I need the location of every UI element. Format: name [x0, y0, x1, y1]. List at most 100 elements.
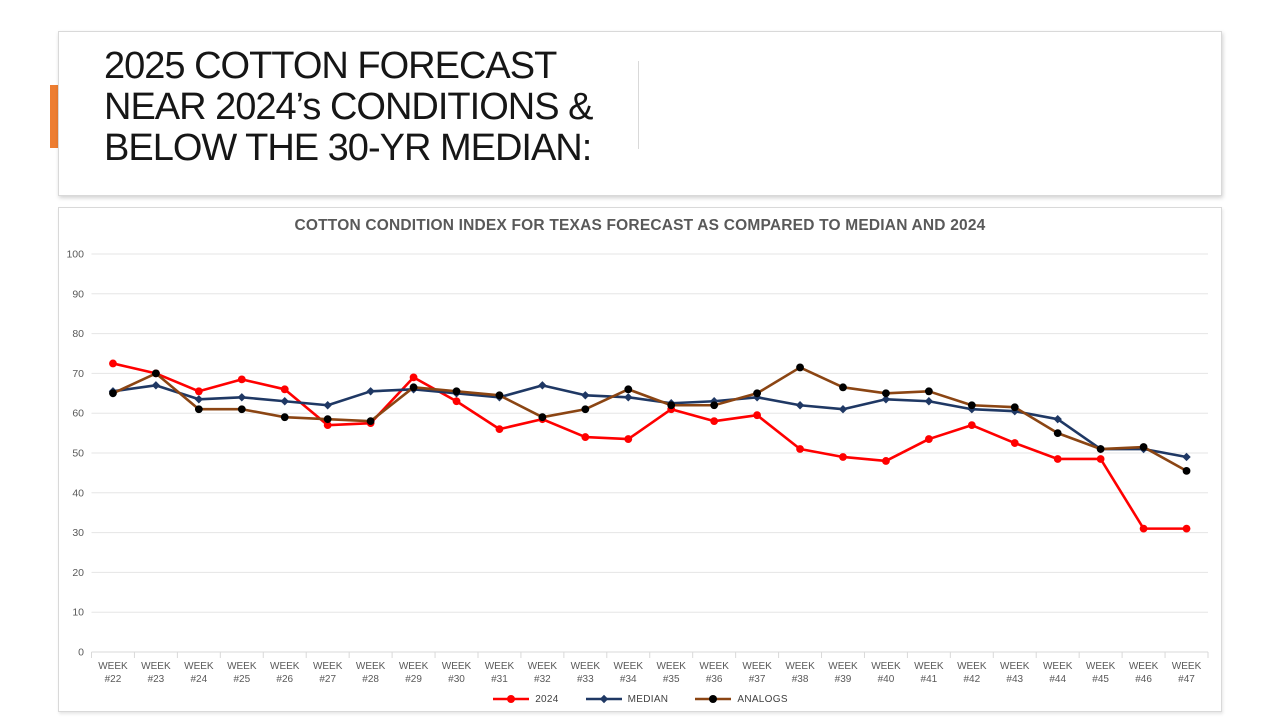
- data-point-marker: [796, 363, 804, 372]
- data-point-marker: [495, 391, 504, 400]
- data-point-marker: [924, 397, 934, 406]
- series-2024: [109, 359, 1191, 533]
- data-point-marker: [323, 415, 332, 424]
- data-point-marker: [581, 433, 590, 441]
- data-point-marker: [1096, 445, 1105, 453]
- data-point-marker: [280, 397, 289, 406]
- slide-title: 2025 COTTON FORECAST NEAR 2024’s CONDITIO…: [104, 46, 664, 169]
- data-point-marker: [194, 405, 203, 414]
- data-point-marker: [795, 401, 805, 410]
- x-axis-category-label: WEEK #36: [699, 661, 729, 685]
- x-axis-category-label: WEEK #30: [442, 661, 472, 685]
- data-point-marker: [409, 383, 418, 392]
- data-point-marker: [838, 405, 848, 414]
- x-axis-category-label: WEEK #22: [98, 661, 128, 685]
- data-point-marker: [967, 421, 976, 430]
- data-point-marker: [452, 387, 461, 396]
- y-axis-tick-label: 50: [72, 448, 84, 460]
- data-point-marker: [109, 359, 117, 368]
- x-axis-category-label: WEEK #34: [614, 661, 644, 685]
- data-point-marker: [538, 381, 547, 390]
- data-point-marker: [1182, 467, 1191, 475]
- data-point-marker: [1182, 452, 1191, 462]
- data-point-marker: [624, 393, 633, 402]
- y-axis-tick-label: 90: [72, 288, 84, 300]
- data-point-marker: [194, 395, 204, 404]
- data-point-marker: [967, 401, 976, 410]
- y-axis-tick-label: 10: [72, 607, 84, 619]
- legend-label: ANALOGS: [737, 693, 788, 705]
- data-point-marker: [1053, 429, 1062, 437]
- data-point-marker: [1139, 524, 1148, 533]
- data-point-marker: [667, 401, 676, 410]
- y-axis-tick-label: 40: [72, 487, 84, 499]
- data-point-marker: [839, 453, 847, 461]
- x-axis-category-label: WEEK #31: [485, 661, 515, 685]
- x-axis-category-label: WEEK #32: [528, 661, 558, 685]
- x-axis-category-label: WEEK #26: [270, 661, 300, 685]
- data-point-marker: [194, 387, 203, 396]
- cotton-condition-plot: 0 10 20 30 40 50 60 70 80 90 100 WEEK #22 WEEK #23 WEEK…: [66, 249, 1209, 685]
- x-axis-category-label: WEEK #40: [871, 661, 901, 685]
- data-point-marker: [839, 383, 847, 392]
- data-point-marker: [366, 417, 375, 426]
- x-axis-category-label: WEEK #37: [742, 661, 772, 685]
- title-divider: [638, 61, 639, 149]
- y-axis-tick-label: 70: [72, 368, 84, 380]
- data-point-marker: [323, 421, 332, 430]
- legend-item-analogs: ANALOGS: [694, 693, 787, 705]
- legend-item-median: MEDIAN: [585, 693, 669, 705]
- chart-card: COTTON CONDITION INDEX FOR TEXAS FORECAS…: [58, 207, 1222, 712]
- data-point-marker: [495, 425, 504, 434]
- legend-item-2024: 2024: [492, 693, 558, 705]
- slide-title-line-1: 2025 COTTON FORECAST: [104, 45, 557, 87]
- chart-title: COTTON CONDITION INDEX FOR TEXAS FORECAS…: [294, 217, 986, 234]
- data-point-marker: [237, 405, 246, 414]
- y-axis-tick-label: 30: [72, 527, 84, 539]
- x-axis-category-label: WEEK #25: [227, 661, 257, 685]
- x-axis-category-label: WEEK #43: [1000, 661, 1030, 685]
- y-axis-tick-label: 60: [72, 408, 84, 420]
- x-axis-category-label: WEEK #38: [785, 661, 815, 685]
- data-point-marker: [1053, 455, 1062, 463]
- data-point-marker: [924, 387, 933, 396]
- title-card: 2025 COTTON FORECAST NEAR 2024’s CONDITIO…: [58, 31, 1222, 196]
- data-point-marker: [1096, 455, 1105, 463]
- data-point-marker: [753, 389, 762, 398]
- x-axis-category-label: WEEK #46: [1129, 661, 1159, 685]
- y-axis-tick-label: 0: [78, 647, 84, 659]
- data-point-marker: [151, 381, 161, 390]
- data-point-marker: [924, 435, 933, 443]
- x-axis-category-label: WEEK #27: [313, 661, 343, 685]
- data-point-marker: [752, 393, 762, 402]
- data-point-marker: [237, 393, 246, 402]
- data-point-marker: [323, 401, 332, 410]
- y-axis-tick-label: 100: [66, 249, 84, 261]
- data-point-marker: [280, 385, 289, 394]
- data-point-marker: [581, 405, 590, 414]
- chart-legend: 2024 MEDIAN ANALOGS: [59, 693, 1221, 705]
- data-point-marker: [624, 385, 633, 394]
- data-point-marker: [967, 405, 977, 414]
- series-analogs: [109, 363, 1191, 475]
- data-point-marker: [1182, 524, 1191, 533]
- series-analogs-line: [111, 366, 1188, 473]
- data-point-marker: [881, 395, 891, 404]
- x-axis-category-label: WEEK #41: [914, 661, 944, 685]
- y-axis-tick-label: 20: [72, 567, 84, 579]
- legend-label: 2024: [535, 693, 559, 705]
- data-point-marker: [1010, 403, 1019, 412]
- x-axis-category-label: WEEK #42: [957, 661, 987, 685]
- legend-marker-icon: [493, 695, 530, 703]
- data-point-marker: [710, 401, 719, 410]
- data-point-marker: [624, 435, 633, 443]
- x-axis-category-label: WEEK #33: [571, 661, 601, 685]
- slide-title-line-3: BELOW THE 30-YR MEDIAN:: [104, 127, 592, 169]
- x-axis-category-label: WEEK #28: [356, 661, 386, 685]
- data-point-marker: [882, 389, 890, 398]
- legend-label: MEDIAN: [627, 693, 669, 705]
- data-point-marker: [796, 445, 804, 453]
- x-axis-category-label: WEEK #39: [828, 661, 858, 685]
- series-2024-line: [111, 362, 1188, 530]
